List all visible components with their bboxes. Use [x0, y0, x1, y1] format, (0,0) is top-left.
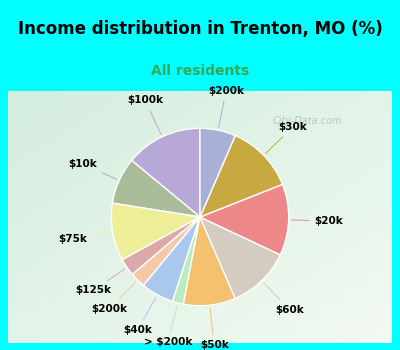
Wedge shape [200, 184, 289, 255]
Text: $200k: $200k [208, 86, 244, 127]
Text: Income distribution in Trenton, MO (%): Income distribution in Trenton, MO (%) [18, 20, 382, 38]
Wedge shape [200, 217, 280, 299]
Text: > $200k: > $200k [144, 306, 192, 347]
Text: $60k: $60k [264, 283, 304, 315]
Wedge shape [111, 203, 200, 260]
Wedge shape [144, 217, 200, 301]
Text: $200k: $200k [91, 282, 136, 314]
Text: $10k: $10k [68, 159, 117, 179]
Wedge shape [200, 135, 282, 217]
Text: $100k: $100k [127, 95, 163, 134]
Text: $30k: $30k [266, 122, 307, 153]
Text: City-Data.com: City-Data.com [273, 116, 342, 126]
Text: $20k: $20k [292, 216, 343, 226]
Text: All residents: All residents [151, 64, 249, 78]
Text: $40k: $40k [124, 297, 156, 335]
Wedge shape [172, 217, 200, 304]
Text: $125k: $125k [76, 269, 125, 295]
Text: $50k: $50k [200, 308, 228, 350]
Wedge shape [200, 128, 235, 217]
Wedge shape [132, 128, 200, 217]
Wedge shape [112, 160, 200, 217]
Wedge shape [183, 217, 235, 306]
Text: $75k: $75k [58, 233, 110, 244]
Wedge shape [132, 217, 200, 285]
Wedge shape [122, 217, 200, 274]
